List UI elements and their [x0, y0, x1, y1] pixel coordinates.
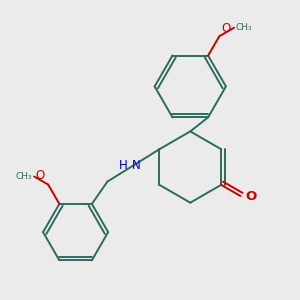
Text: O: O [245, 190, 256, 202]
Text: N: N [132, 159, 141, 172]
Text: H: H [118, 159, 127, 172]
Text: CH₃: CH₃ [236, 23, 252, 32]
Text: O: O [36, 169, 45, 182]
Text: O: O [222, 22, 231, 35]
Text: CH₃: CH₃ [15, 172, 32, 181]
